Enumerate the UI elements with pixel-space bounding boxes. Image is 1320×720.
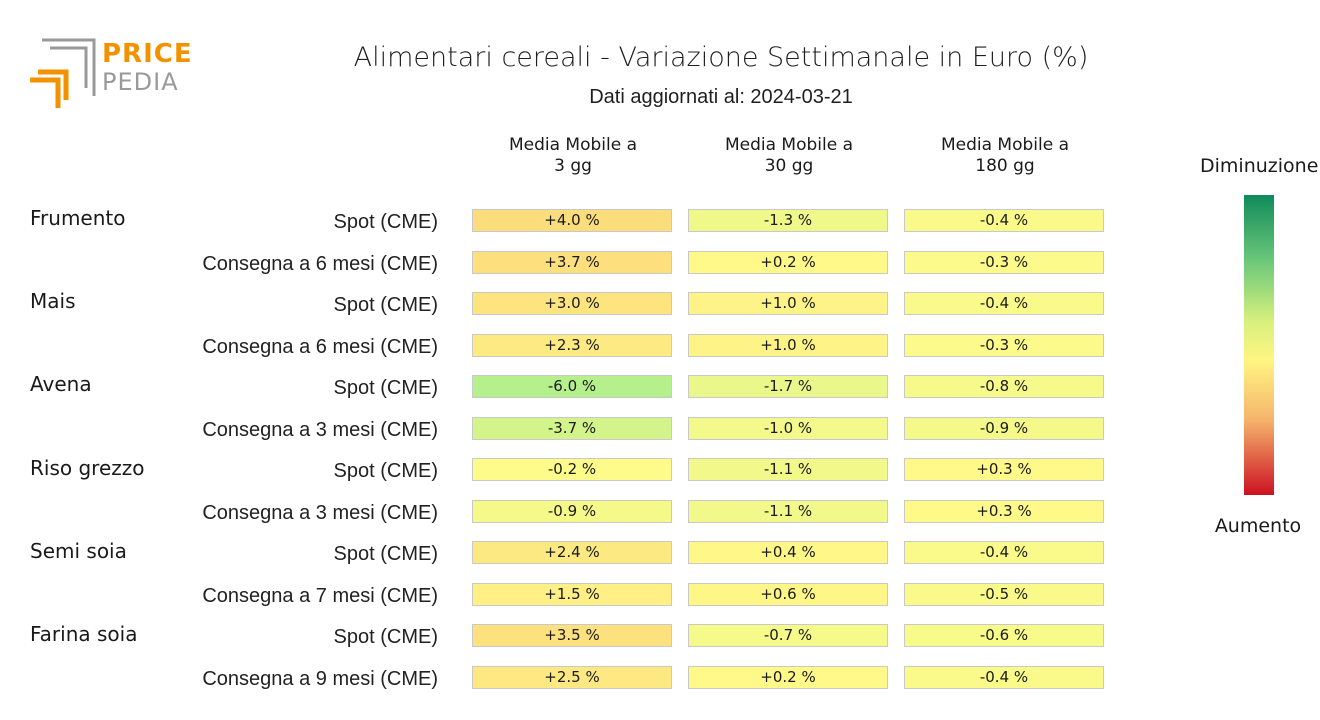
column-header-line: Media Mobile a	[724, 135, 854, 155]
row-label: Spot (CME)	[333, 543, 438, 565]
logo-text-pedia: PEDIA	[102, 68, 179, 96]
legend-label-diminuzione: Diminuzione	[1200, 155, 1319, 177]
group-label-frumento: Frumento	[30, 206, 126, 230]
heatmap-cell: -0.8 %	[904, 375, 1104, 398]
group-label-riso-grezzo: Riso grezzo	[30, 456, 145, 480]
heatmap-cell: -1.3 %	[688, 209, 888, 232]
chart-subtitle: Dati aggiornati al: 2024-03-21	[589, 86, 853, 108]
heatmap-cell: -0.7 %	[688, 624, 888, 647]
heatmap-cell: -0.3 %	[904, 251, 1104, 274]
heatmap-cell: +4.0 %	[472, 209, 672, 232]
column-header-line: Media Mobile a	[508, 135, 638, 155]
row-label: Consegna a 7 mesi (CME)	[202, 585, 438, 607]
column-header-line: 3 gg	[554, 156, 592, 176]
group-label-mais: Mais	[30, 289, 76, 313]
heatmap-cell: +0.4 %	[688, 541, 888, 564]
heatmap-cell: -6.0 %	[472, 375, 672, 398]
heatmap-cell: +1.0 %	[688, 334, 888, 357]
row-label: Consegna a 3 mesi (CME)	[202, 419, 438, 441]
heatmap-cell: +0.2 %	[688, 251, 888, 274]
heatmap-cell: +2.4 %	[472, 541, 672, 564]
column-header-line: Media Mobile a	[940, 135, 1070, 155]
heatmap-cell: -0.4 %	[904, 541, 1104, 564]
heatmap-cell: -0.3 %	[904, 334, 1104, 357]
group-label-avena: Avena	[30, 372, 92, 396]
heatmap-cell: +0.3 %	[904, 458, 1104, 481]
logo-mark-icon	[30, 38, 96, 108]
heatmap-cell: +0.6 %	[688, 583, 888, 606]
row-label: Consegna a 9 mesi (CME)	[202, 668, 438, 690]
heatmap-cell: +1.0 %	[688, 292, 888, 315]
row-label: Consegna a 6 mesi (CME)	[202, 253, 438, 275]
heatmap-cell: -1.0 %	[688, 417, 888, 440]
heatmap-cell: +0.2 %	[688, 666, 888, 689]
row-label: Consegna a 6 mesi (CME)	[202, 336, 438, 358]
heatmap-cell: -1.1 %	[688, 458, 888, 481]
heatmap-cell: +3.7 %	[472, 251, 672, 274]
column-header-3gg: Media Mobile a 3 gg	[472, 135, 674, 177]
heatmap-cell: -0.4 %	[904, 292, 1104, 315]
heatmap-cell: +2.5 %	[472, 666, 672, 689]
heatmap-cell: -0.9 %	[904, 417, 1104, 440]
column-header-30gg: Media Mobile a 30 gg	[688, 135, 890, 177]
row-label: Spot (CME)	[333, 211, 438, 233]
column-header-line: 30 gg	[764, 156, 814, 176]
group-label-semi-soia: Semi soia	[30, 539, 127, 563]
heatmap-cell: -3.7 %	[472, 417, 672, 440]
heatmap-cell: -0.5 %	[904, 583, 1104, 606]
row-label: Spot (CME)	[333, 460, 438, 482]
heatmap-cell: -1.7 %	[688, 375, 888, 398]
column-header-180gg: Media Mobile a 180 gg	[904, 135, 1106, 177]
row-label: Spot (CME)	[333, 377, 438, 399]
heatmap-cell: -0.4 %	[904, 666, 1104, 689]
group-label-farina-soia: Farina soia	[30, 622, 138, 646]
logo-text-price: PRICE	[102, 39, 193, 69]
heatmap-cell: -0.4 %	[904, 209, 1104, 232]
chart-title: Alimentari cereali - Variazione Settiman…	[353, 42, 1089, 73]
pricepedia-logo: PRICE PEDIA	[28, 36, 192, 108]
column-header-line: 180 gg	[975, 156, 1035, 176]
heatmap-cell: +3.0 %	[472, 292, 672, 315]
row-label: Spot (CME)	[333, 294, 438, 316]
heatmap-cell: -0.2 %	[472, 458, 672, 481]
row-label: Consegna a 3 mesi (CME)	[202, 502, 438, 524]
row-label: Spot (CME)	[333, 626, 438, 648]
legend-colorbar	[1244, 195, 1274, 495]
heatmap-cell: +2.3 %	[472, 334, 672, 357]
heatmap-cell: +3.5 %	[472, 624, 672, 647]
heatmap-cell: -0.9 %	[472, 500, 672, 523]
heatmap-cell: -0.6 %	[904, 624, 1104, 647]
legend-label-aumento: Aumento	[1214, 515, 1302, 537]
heatmap-cell: +1.5 %	[472, 583, 672, 606]
heatmap-cell: -1.1 %	[688, 500, 888, 523]
heatmap-cell: +0.3 %	[904, 500, 1104, 523]
